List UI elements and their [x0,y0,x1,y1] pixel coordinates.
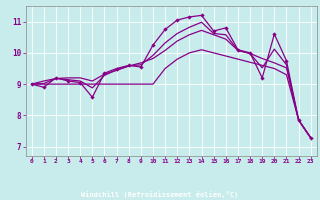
Text: Windchill (Refroidissement éolien,°C): Windchill (Refroidissement éolien,°C) [81,191,239,198]
